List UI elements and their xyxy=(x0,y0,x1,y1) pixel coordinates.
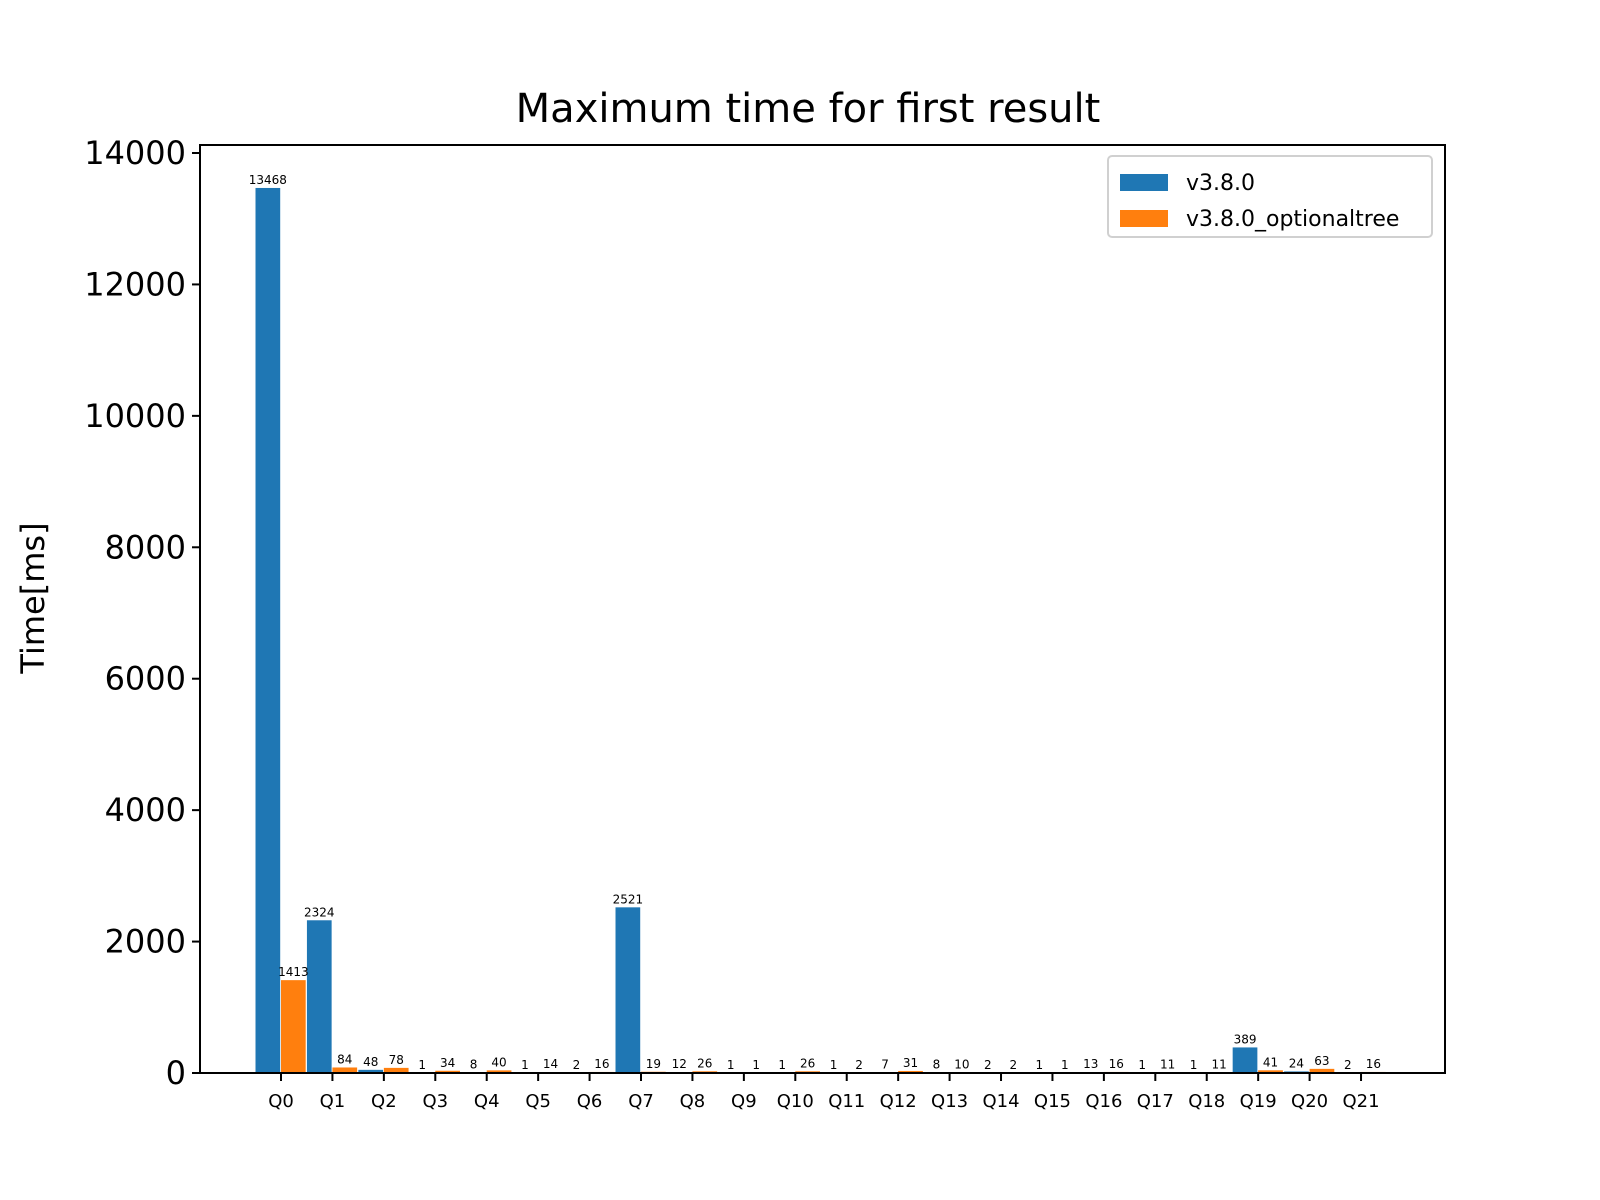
x-tick-label: Q4 xyxy=(474,1091,500,1112)
bar-v380-optionaltree-Q2 xyxy=(383,1067,409,1073)
bar-v380-optionaltree-Q4 xyxy=(486,1070,512,1073)
bar-value-label: 16 xyxy=(1109,1057,1124,1071)
bar-value-label: 1 xyxy=(1190,1058,1198,1072)
bar-value-label: 41 xyxy=(1263,1055,1278,1069)
x-tick-label: Q0 xyxy=(268,1091,294,1112)
bar-value-label: 26 xyxy=(800,1056,815,1070)
bar-value-label: 10 xyxy=(954,1057,969,1071)
bar-value-label: 1 xyxy=(1035,1058,1043,1072)
x-tick-label: Q13 xyxy=(931,1091,968,1112)
chart-title: Maximum time for first result xyxy=(516,86,1101,132)
bar-value-label: 11 xyxy=(1211,1057,1226,1071)
y-axis-label: Time[ms] xyxy=(14,522,52,674)
bar-value-label: 1 xyxy=(1138,1058,1146,1072)
bar-value-label: 1 xyxy=(418,1058,426,1072)
bar-value-label: 26 xyxy=(697,1056,712,1070)
bar-value-label: 19 xyxy=(646,1057,661,1071)
legend-swatch xyxy=(1120,210,1168,227)
y-tick-label: 4000 xyxy=(105,791,186,829)
y-tick-label: 2000 xyxy=(105,923,186,961)
bar-value-label: 1 xyxy=(521,1058,529,1072)
bar-value-label: 2 xyxy=(573,1058,581,1072)
bar-value-label: 24 xyxy=(1289,1056,1304,1070)
bar-v380-optionaltree-Q19 xyxy=(1258,1070,1283,1073)
bar-value-label: 2 xyxy=(1010,1058,1018,1072)
y-tick-label: 14000 xyxy=(84,134,186,172)
bar-value-label: 34 xyxy=(440,1056,455,1070)
bar-value-label: 14 xyxy=(543,1057,558,1071)
x-tick-label: Q3 xyxy=(422,1091,448,1112)
y-tick-label: 10000 xyxy=(84,397,186,435)
bar-value-label: 8 xyxy=(933,1057,941,1071)
bar-value-label: 48 xyxy=(363,1055,378,1069)
bar-value-label: 1 xyxy=(830,1058,838,1072)
bar-v380-Q1 xyxy=(306,920,332,1073)
bar-value-label: 78 xyxy=(389,1053,404,1067)
x-tick-label: Q6 xyxy=(577,1091,603,1112)
y-tick-label: 12000 xyxy=(84,265,186,303)
bar-v380-Q7 xyxy=(615,907,641,1073)
bar-value-label: 1413 xyxy=(278,965,309,979)
bar-value-label: 8 xyxy=(470,1057,478,1071)
bar-value-label: 2 xyxy=(855,1058,863,1072)
bar-value-label: 7 xyxy=(881,1058,889,1072)
x-tick-label: Q9 xyxy=(731,1091,757,1112)
legend-box xyxy=(1107,155,1433,238)
bar-value-label: 16 xyxy=(1366,1057,1381,1071)
x-tick-label: Q5 xyxy=(525,1091,551,1112)
bar-v380-Q19 xyxy=(1232,1047,1258,1073)
bar-v380-optionaltree-Q1 xyxy=(332,1067,358,1073)
bar-v380-Q0 xyxy=(255,187,281,1073)
x-tick-label: Q2 xyxy=(371,1091,397,1112)
bar-value-label: 2 xyxy=(1344,1058,1352,1072)
bar-value-label: 12 xyxy=(672,1057,687,1071)
x-tick-label: Q17 xyxy=(1137,1091,1174,1112)
bar-value-label: 16 xyxy=(594,1057,609,1071)
x-tick-label: Q7 xyxy=(628,1091,654,1112)
x-tick-label: Q18 xyxy=(1188,1091,1225,1112)
bar-value-label: 389 xyxy=(1234,1032,1257,1046)
bar-v380-optionaltree-Q0 xyxy=(281,980,306,1073)
y-tick-label: 0 xyxy=(166,1054,186,1092)
bar-value-label: 1 xyxy=(1061,1058,1069,1072)
bar-value-label: 1 xyxy=(752,1058,760,1072)
bar-value-label: 63 xyxy=(1314,1054,1329,1068)
bar-v380-optionaltree-Q3 xyxy=(435,1070,460,1073)
legend-swatch xyxy=(1120,174,1168,191)
x-tick-label: Q10 xyxy=(777,1091,814,1112)
x-tick-label: Q20 xyxy=(1291,1091,1328,1112)
y-tick-label: 6000 xyxy=(105,660,186,698)
y-tick-label: 8000 xyxy=(105,528,186,566)
bar-value-label: 2 xyxy=(984,1058,992,1072)
bar-v380-optionaltree-Q12 xyxy=(898,1070,923,1073)
legend-label: v3.8.0 xyxy=(1186,171,1255,196)
bar-value-label: 13 xyxy=(1083,1057,1098,1071)
x-tick-label: Q1 xyxy=(320,1091,346,1112)
bar-value-label: 84 xyxy=(337,1052,352,1066)
legend-label: v3.8.0_optionaltree xyxy=(1186,207,1399,232)
x-tick-label: Q16 xyxy=(1085,1091,1122,1112)
axes-frame xyxy=(199,144,1446,1074)
bar-value-label: 11 xyxy=(1160,1057,1175,1071)
bar-v380-optionaltree-Q20 xyxy=(1309,1068,1335,1073)
bar-value-label: 40 xyxy=(491,1055,506,1069)
x-tick-label: Q19 xyxy=(1240,1091,1277,1112)
x-tick-label: Q11 xyxy=(828,1091,865,1112)
bar-value-label: 2324 xyxy=(304,905,335,919)
x-tick-label: Q12 xyxy=(880,1091,917,1112)
bar-value-label: 1 xyxy=(778,1058,786,1072)
bar-value-label: 1 xyxy=(727,1058,735,1072)
x-tick-label: Q14 xyxy=(982,1091,1019,1112)
x-tick-label: Q8 xyxy=(680,1091,706,1112)
bar-v380-Q2 xyxy=(358,1069,384,1073)
x-tick-label: Q21 xyxy=(1342,1091,1379,1112)
legend: v3.8.0 v3.8.0_optionaltree xyxy=(1107,155,1433,238)
x-tick-label: Q15 xyxy=(1034,1091,1071,1112)
bar-value-label: 31 xyxy=(903,1056,918,1070)
bar-value-label: 13468 xyxy=(249,173,287,187)
bar-value-label: 2521 xyxy=(613,892,644,906)
